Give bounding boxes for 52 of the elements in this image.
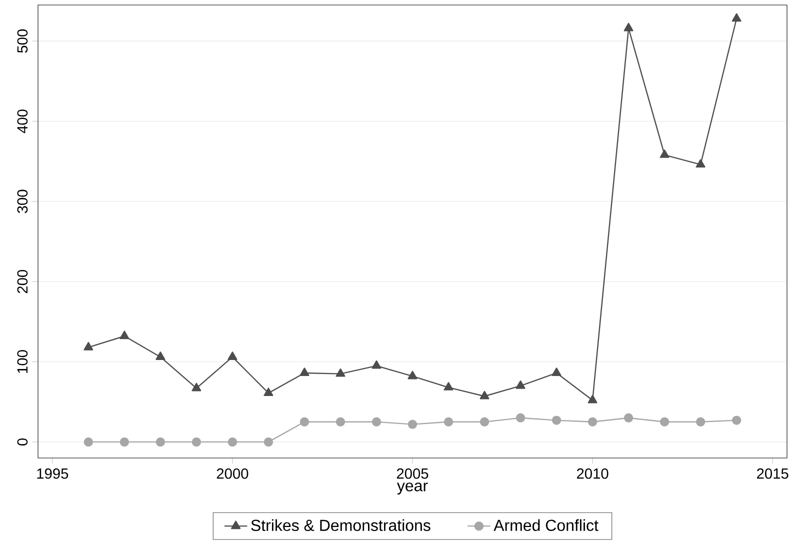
point [588, 394, 598, 404]
x-tick-label: 1995 [37, 468, 68, 479]
point [120, 330, 130, 340]
point [84, 342, 94, 350]
x-tick-label: 2015 [757, 468, 788, 479]
point [120, 437, 130, 447]
point [516, 380, 526, 389]
point [336, 368, 346, 377]
point [228, 437, 238, 447]
point [408, 420, 418, 429]
point [228, 352, 238, 360]
point [552, 368, 562, 376]
x-tick-label: 2000 [216, 468, 248, 479]
point [696, 417, 706, 427]
point [264, 437, 274, 447]
point [696, 159, 706, 168]
y-tick-label: 0 [17, 438, 28, 446]
y-tick-label: 200 [17, 270, 28, 294]
point [444, 417, 454, 427]
x-tick-label: 2005 [396, 468, 428, 479]
y-tick-label: 500 [17, 29, 28, 53]
point [516, 413, 526, 422]
y-tick-label: 300 [17, 190, 28, 214]
point [156, 352, 166, 360]
point [192, 382, 202, 392]
point [444, 382, 454, 390]
point [300, 368, 310, 376]
point [408, 370, 418, 380]
point [732, 416, 742, 425]
point [84, 437, 94, 447]
point [660, 417, 670, 427]
point [156, 437, 166, 447]
point [624, 22, 634, 32]
point [336, 417, 346, 427]
point [264, 388, 274, 396]
point [300, 417, 310, 427]
point [660, 150, 670, 158]
point [480, 417, 490, 427]
legend-label: Strikes & Demonstrations [251, 519, 430, 532]
legend-label: Armed Conflict [494, 519, 598, 532]
point [552, 416, 562, 425]
y-tick-label: 400 [17, 110, 28, 134]
x-axis-title: year [396, 482, 428, 495]
x-tick-label: 2010 [576, 468, 608, 479]
point [624, 413, 634, 422]
point [372, 360, 382, 369]
point [588, 417, 598, 427]
point [372, 417, 382, 427]
point [732, 13, 742, 22]
point [480, 390, 490, 400]
y-tick-label: 100 [17, 350, 28, 373]
point [192, 437, 202, 447]
